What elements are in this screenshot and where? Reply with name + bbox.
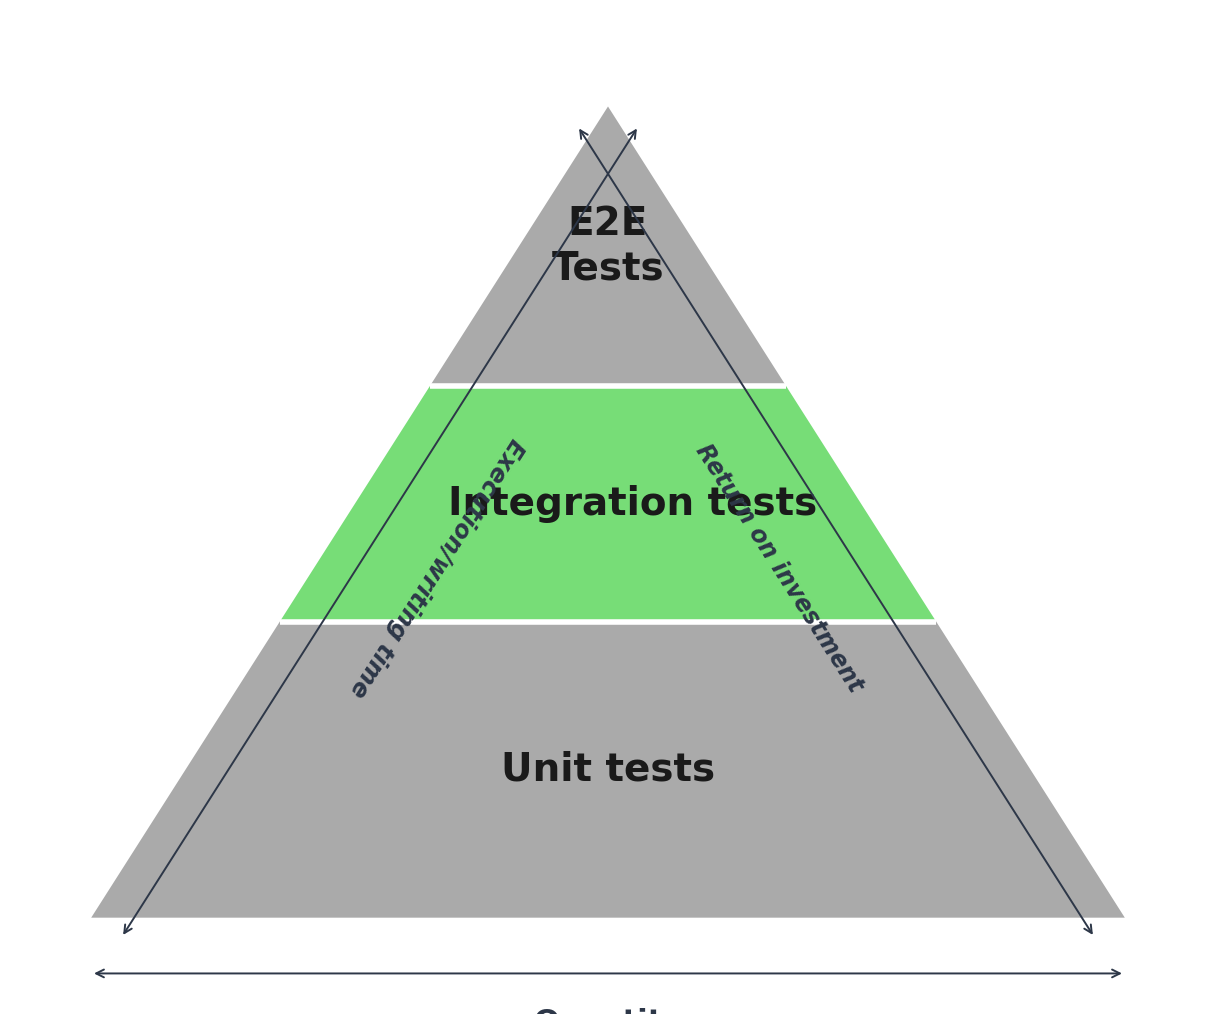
Text: Quantity: Quantity [534, 1008, 682, 1014]
Text: E2E
Tests: E2E Tests [552, 206, 664, 287]
Text: Execution/writing time: Execution/writing time [345, 434, 528, 702]
Polygon shape [91, 622, 1125, 918]
Text: Return on investment: Return on investment [691, 440, 868, 697]
Polygon shape [429, 106, 787, 386]
Text: Unit tests: Unit tests [501, 750, 715, 789]
Text: Integration tests: Integration tests [447, 485, 817, 523]
Polygon shape [280, 386, 936, 622]
